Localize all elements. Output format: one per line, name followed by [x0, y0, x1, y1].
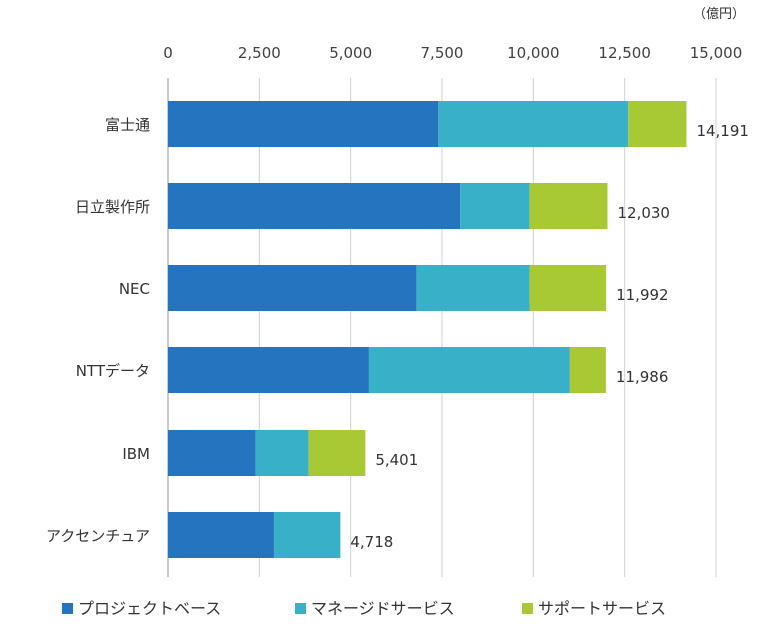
gridlines	[167, 78, 717, 577]
bar-segment	[273, 512, 341, 558]
category-label: NEC	[119, 280, 150, 298]
total-label: 5,401	[375, 451, 418, 469]
bar-segment	[529, 183, 608, 229]
category-label: アクセンチュア	[46, 527, 150, 545]
x-tick-label: 0	[163, 44, 173, 62]
category-label: NTTデータ	[76, 362, 150, 380]
legend-swatch	[522, 603, 533, 614]
total-label: 4,718	[350, 533, 393, 551]
bar-segment	[416, 265, 530, 311]
x-tick-label: 7,500	[421, 44, 464, 62]
legend-label: プロジェクトベース	[78, 599, 221, 618]
legend-label: マネージドサービス	[311, 599, 455, 618]
x-tick-label: 15,000	[690, 44, 743, 62]
x-tick-label: 5,000	[329, 44, 372, 62]
bar-segment	[168, 430, 256, 476]
total-label: 12,030	[617, 204, 670, 222]
bar-segment	[255, 430, 309, 476]
bar-segment	[168, 347, 369, 393]
bars	[168, 101, 687, 558]
category-label: 日立製作所	[75, 198, 150, 216]
x-tick-label: 2,500	[238, 44, 281, 62]
bar-segment	[168, 265, 417, 311]
legend-swatch	[295, 603, 306, 614]
bar-segment	[368, 347, 570, 393]
bar-segment	[438, 101, 629, 147]
total-labels: 14,191 12,030 11,992 11,986 5,401 4,718	[350, 122, 749, 551]
category-label: 富士通	[105, 116, 150, 134]
bar-segment	[168, 512, 274, 558]
total-label: 14,191	[696, 122, 749, 140]
x-tick-label: 12,500	[598, 44, 651, 62]
x-tick-label: 10,000	[507, 44, 560, 62]
bar-segment	[569, 347, 606, 393]
legend: プロジェクトベース マネージドサービス サポートサービス	[62, 599, 666, 618]
bar-segment	[168, 183, 461, 229]
bar-segment	[308, 430, 366, 476]
bar-segment	[168, 101, 439, 147]
unit-label: （億円）	[693, 6, 745, 22]
legend-swatch	[62, 603, 73, 614]
total-label: 11,986	[616, 368, 669, 386]
total-label: 11,992	[616, 286, 669, 304]
bar-segment	[529, 265, 607, 311]
category-label: IBM	[122, 445, 150, 463]
bar-segment	[628, 101, 687, 147]
legend-label: サポートサービス	[538, 599, 666, 618]
bar-segment	[460, 183, 530, 229]
x-axis-ticks: 0 2,500 5,000 7,500 10,000 12,500 15,000	[163, 44, 742, 62]
